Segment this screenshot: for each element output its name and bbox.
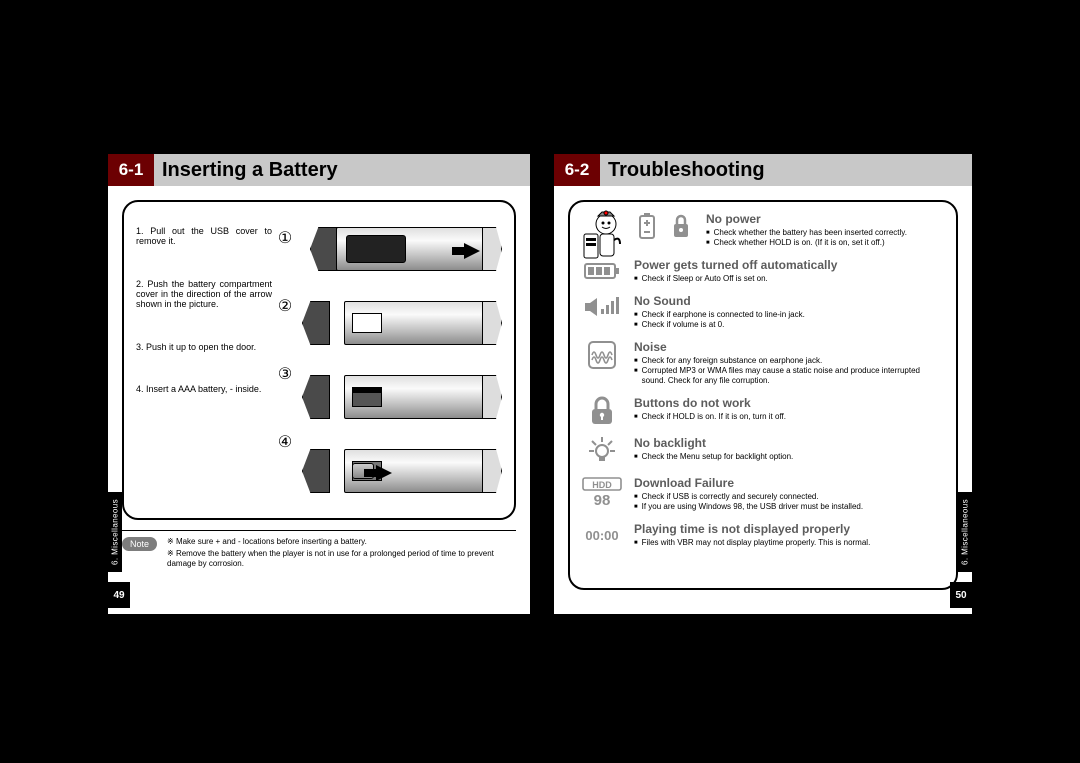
ts-line: Check for any foreign substance on earph… (634, 356, 946, 366)
step-marker: ① (278, 228, 292, 248)
step-marker: ④ (278, 432, 292, 452)
steps-column: 1. Pull out the USB cover to remove it. … (132, 212, 272, 508)
ts-line: Check the Menu setup for backlight optio… (634, 452, 946, 462)
page-number: 50 (950, 582, 972, 608)
ts-line: Check if USB is correctly and securely c… (634, 492, 946, 502)
troubleshooting-list: No power Check whether the battery has b… (632, 212, 946, 548)
section-title: Troubleshooting (600, 154, 972, 186)
ts-title: Playing time is not displayed properly (634, 522, 946, 536)
device-step-2 (302, 295, 502, 351)
section-title: Inserting a Battery (154, 154, 530, 186)
ts-item: No backlight Check the Menu setup for ba… (580, 436, 946, 466)
ts-item: Buttons do not work Check if HOLD is on.… (580, 396, 946, 426)
ts-line: Check whether the battery has been inser… (706, 228, 946, 238)
ts-line: Corrupted MP3 or WMA files may cause a s… (634, 366, 946, 386)
ts-item: Power gets turned off automatically Chec… (580, 258, 946, 284)
step-text: 3. Push it up to open the door. (136, 342, 272, 352)
ts-title: Noise (634, 340, 946, 354)
section-header-left: 6-1 Inserting a Battery (108, 154, 530, 186)
battery-illustration-box: 1. Pull out the USB cover to remove it. … (122, 200, 516, 520)
noise-icon (580, 340, 624, 370)
ts-title: Buttons do not work (634, 396, 946, 410)
step-marker: ② (278, 296, 292, 316)
ts-line: Check if HOLD is on. If it is on, turn i… (634, 412, 946, 422)
ts-title: Power gets turned off automatically (634, 258, 946, 272)
lock-icon (666, 212, 696, 240)
note-text: ※ Make sure + and - locations before ins… (167, 537, 516, 571)
ts-title: Download Failure (634, 476, 946, 490)
hdd-icon: HDD 98 (580, 476, 624, 509)
ts-title: No Sound (634, 294, 946, 308)
device-diagrams (298, 212, 506, 508)
mascot-icon (578, 210, 622, 262)
section-number: 6-1 (108, 154, 154, 186)
page-number: 49 (108, 582, 130, 608)
ts-line: Check if volume is at 0. (634, 320, 946, 330)
ts-line: If you are using Windows 98, the USB dri… (634, 502, 946, 512)
device-step-1 (302, 221, 502, 277)
ts-line: Files with VBR may not display playtime … (634, 538, 946, 548)
battery-icon (632, 212, 662, 240)
page-left: 6-1 Inserting a Battery 1. Pull out the … (108, 154, 530, 614)
markers-column: ① ② ③ ④ (272, 212, 298, 508)
step-text: 2. Push the battery compartment cover in… (136, 279, 272, 310)
lock-icon (580, 396, 624, 426)
side-tab: 6. Miscellaneous (958, 492, 972, 572)
device-step-3 (302, 369, 502, 425)
ts-line: Check whether HOLD is on. (If it is on, … (706, 238, 946, 248)
ts-line: Check if earphone is connected to line-i… (634, 310, 946, 320)
svg-text:HDD: HDD (592, 480, 612, 490)
ts-item: 00:00 Playing time is not displayed prop… (580, 522, 946, 548)
side-tab: 6. Miscellaneous (108, 492, 122, 572)
ts-item: Noise Check for any foreign substance on… (580, 340, 946, 386)
note-row: Note ※ Make sure + and - locations befor… (122, 537, 516, 571)
ts-item: HDD 98 Download Failure Check if USB is … (580, 476, 946, 512)
ts-title: No backlight (634, 436, 946, 450)
section-header-right: 6-2 Troubleshooting (554, 154, 972, 186)
troubleshooting-box: No power Check whether the battery has b… (568, 200, 958, 590)
step-text: 1. Pull out the USB cover to remove it. (136, 226, 272, 247)
step-marker: ③ (278, 364, 292, 384)
ts-line: Check if Sleep or Auto Off is set on. (634, 274, 946, 284)
bulb-icon (580, 436, 624, 466)
ts-item: No Sound Check if earphone is connected … (580, 294, 946, 330)
speaker-icon (580, 294, 624, 320)
clock-icon: 00:00 (580, 522, 624, 548)
hdd-98-text: 98 (594, 492, 611, 509)
device-step-4 (302, 443, 502, 499)
page-right: 6-2 Troubleshooting (554, 154, 972, 614)
note-label: Note (122, 537, 157, 551)
section-number: 6-2 (554, 154, 600, 186)
ts-item: No power Check whether the battery has b… (632, 212, 946, 248)
ts-title: No power (706, 212, 946, 226)
divider (122, 530, 516, 531)
step-text: 4. Insert a AAA battery, - inside. (136, 384, 272, 394)
